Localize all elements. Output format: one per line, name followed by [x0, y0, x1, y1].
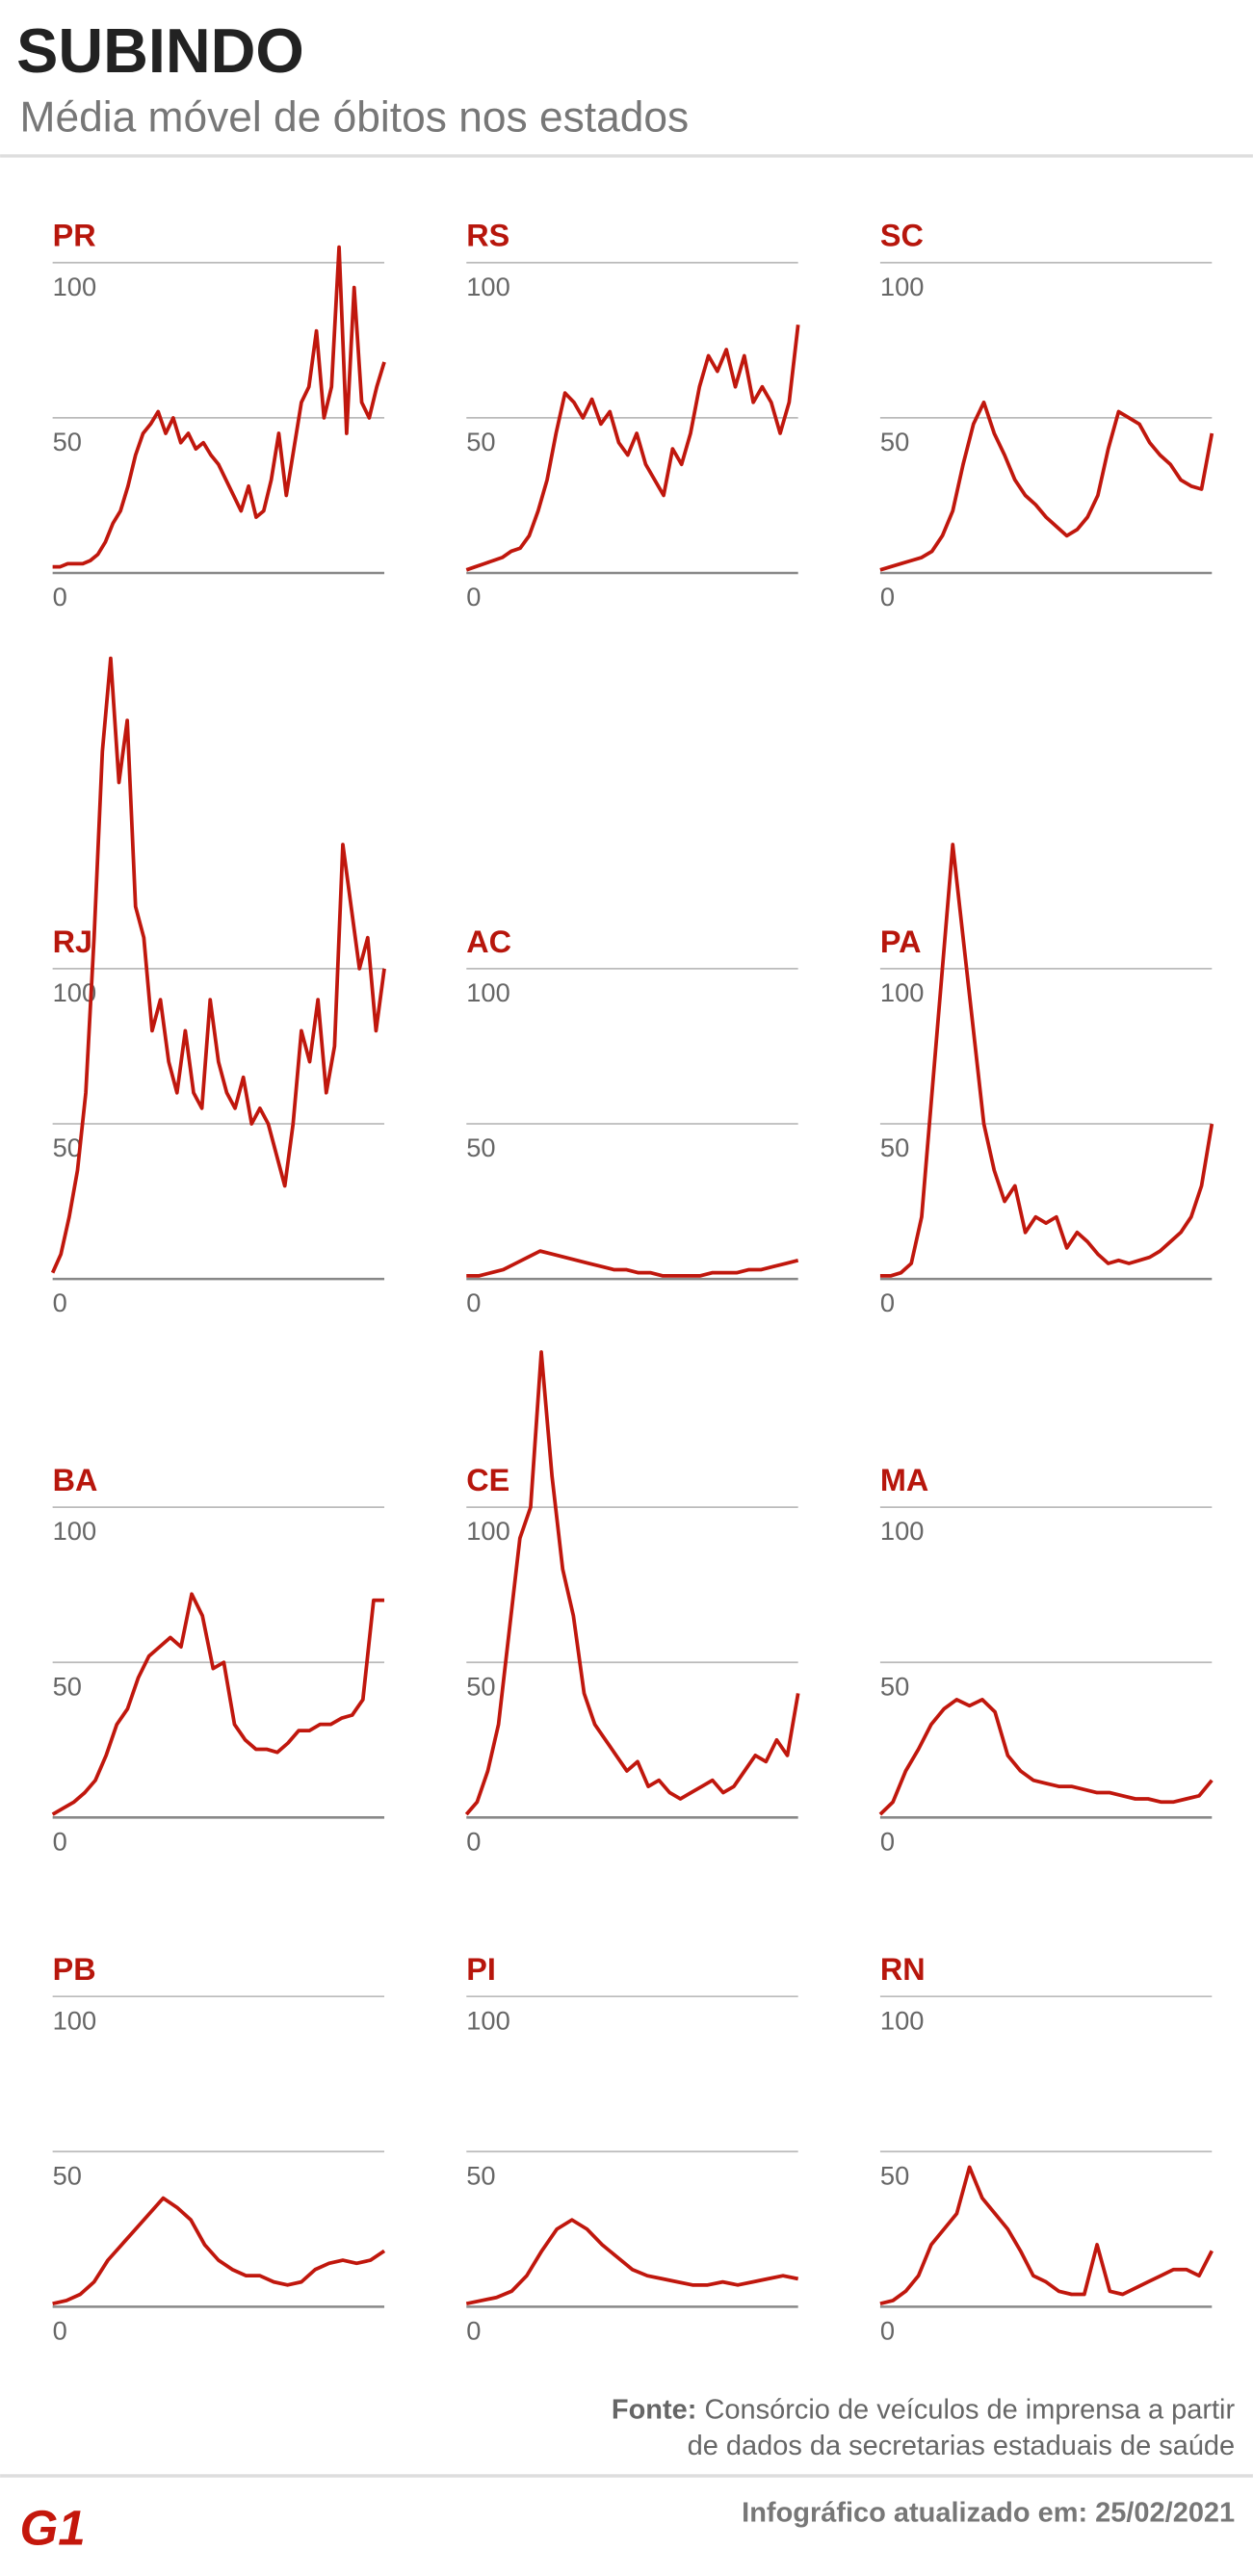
y-tick-label: 50	[466, 2160, 495, 2190]
panel: 0 50 100 PB	[52, 1952, 386, 2345]
y-tick-label: 0	[880, 1288, 895, 1317]
source-line: Fonte: Consórcio de veículos de imprensa…	[612, 2394, 1236, 2425]
data-line	[878, 1698, 1214, 1816]
panel-title: RS	[466, 219, 509, 253]
y-tick-label: 100	[880, 272, 925, 301]
y-tick-label: 0	[466, 582, 481, 611]
title: SUBINDO	[16, 15, 304, 86]
panel-title: RN	[880, 1952, 926, 1987]
y-tick-label: 0	[466, 1826, 481, 1856]
y-tick-label: 100	[880, 977, 925, 1007]
panel: 0 50 100 PR	[52, 219, 386, 611]
y-tick-label: 100	[880, 2005, 925, 2035]
y-tick-label: 100	[466, 977, 509, 1007]
panel: 0 50 100 AC	[466, 924, 799, 1317]
y-tick-label: 100	[466, 2005, 509, 2035]
data-line	[50, 656, 386, 1274]
data-line	[51, 1592, 385, 1816]
panel-title: PR	[53, 219, 96, 253]
y-tick-label: 0	[53, 582, 67, 611]
y-tick-label: 50	[466, 1671, 495, 1701]
panel: 0 50 100 RS	[465, 219, 800, 611]
updated: Infográfico atualizado em: 25/02/2021	[742, 2498, 1235, 2529]
data-line	[879, 2165, 1214, 2305]
y-tick-label: 100	[466, 272, 509, 301]
y-tick-label: 50	[53, 2160, 82, 2190]
data-line	[464, 1350, 800, 1816]
y-tick-label: 50	[53, 427, 82, 456]
y-tick-label: 50	[880, 427, 909, 456]
y-tick-label: 50	[53, 1132, 82, 1162]
y-tick-label: 100	[880, 1516, 925, 1546]
panel: 0 50 100 RN	[879, 1952, 1214, 2345]
panel: 0 50 100 MA	[878, 1463, 1214, 1856]
data-line	[52, 2196, 386, 2306]
panel-title: SC	[880, 219, 924, 253]
y-tick-label: 0	[466, 1288, 481, 1317]
panel-title: BA	[53, 1463, 98, 1497]
y-tick-label: 50	[53, 1671, 82, 1701]
y-tick-label: 50	[880, 1671, 909, 1701]
y-tick-label: 0	[53, 1826, 67, 1856]
data-line	[465, 325, 800, 572]
y-tick-label: 0	[880, 2315, 895, 2345]
panel: 0 50 100 BA	[51, 1463, 385, 1856]
y-tick-label: 50	[880, 1132, 909, 1162]
data-line	[879, 400, 1214, 572]
panel-title: AC	[466, 924, 511, 959]
panel-title: MA	[880, 1463, 928, 1497]
y-tick-label: 0	[466, 2315, 481, 2345]
y-tick-label: 100	[53, 272, 96, 301]
source-text: Consórcio de veículos de imprensa a part…	[704, 2394, 1235, 2425]
y-tick-label: 100	[53, 1516, 96, 1546]
y-tick-label: 50	[880, 2160, 909, 2190]
y-tick-label: 100	[53, 2005, 96, 2035]
y-tick-label: 50	[466, 427, 495, 456]
panel: 0 50 100 PI	[465, 1952, 799, 2345]
panel-title: RJ	[53, 924, 92, 959]
y-tick-label: 50	[466, 1132, 495, 1162]
y-tick-label: 100	[466, 1516, 509, 1546]
y-tick-label: 0	[880, 1826, 895, 1856]
panel: 0 50 100 PA	[879, 843, 1214, 1317]
panel-title: CE	[466, 1463, 509, 1497]
data-line	[465, 2218, 799, 2306]
panel-title: PI	[466, 1952, 496, 1987]
panel-title: PA	[880, 924, 922, 959]
subtitle: Média móvel de óbitos nos estados	[20, 93, 690, 141]
data-line	[52, 245, 386, 569]
y-tick-label: 0	[53, 2315, 67, 2345]
panel: 0 50 100 SC	[879, 219, 1214, 611]
y-tick-label: 0	[53, 1288, 67, 1317]
panel-title: PB	[53, 1952, 96, 1987]
source-text: de dados da secretarias estaduais de saú…	[688, 2431, 1236, 2461]
y-tick-label: 0	[880, 582, 895, 611]
panel: 0 50 100 CE	[464, 1350, 800, 1856]
data-line	[879, 843, 1214, 1278]
logo: G1	[20, 2501, 86, 2556]
source-label: Fonte:	[612, 2394, 697, 2425]
data-line	[466, 1249, 799, 1278]
